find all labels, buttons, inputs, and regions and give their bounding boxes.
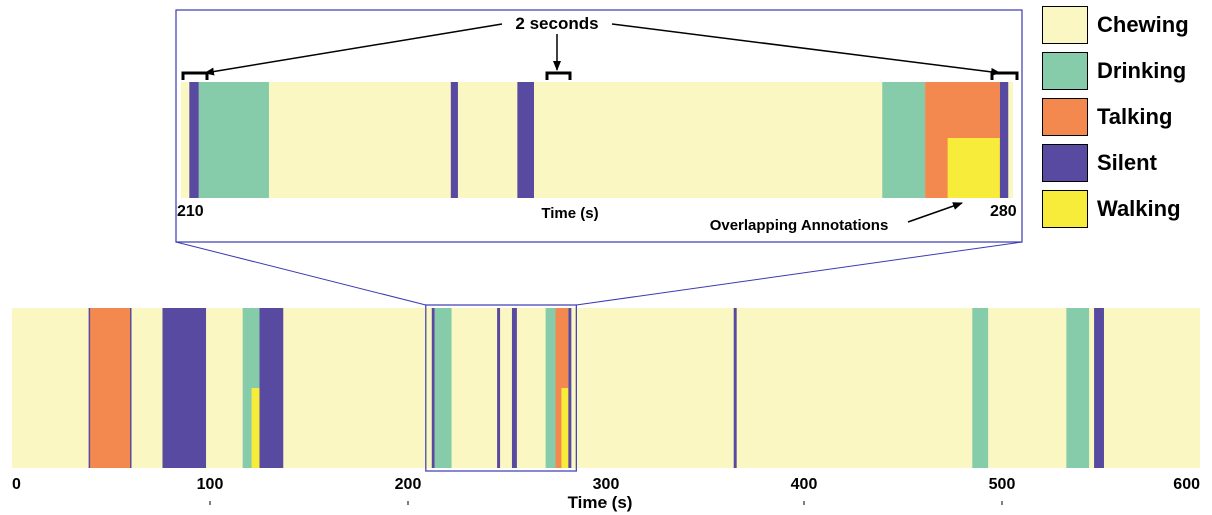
segment-drinking [434,308,452,468]
inset-tick-label-right: 280 [990,203,1017,220]
main-timeline: 0 100 200 300 400 500 600 Time (s) [12,304,1200,512]
x-tick-label: 200 [395,476,422,493]
segment-silent [497,308,501,468]
inset-segment-silent [999,82,1009,198]
two-second-bracket [545,71,572,80]
main-background-chewing [12,308,1200,468]
legend-swatch-walking [1042,190,1088,228]
segment-silent [130,308,132,468]
segment-talking [89,308,131,468]
x-tick-label: 0 [12,476,21,493]
x-tick-label: 100 [197,476,224,493]
annotation-arrow [611,23,1001,76]
legend: Chewing Drinking Talking Silent Walking [1042,6,1210,236]
main-x-axis-label: Time (s) [568,493,633,512]
legend-swatch-silent [1042,144,1088,182]
two-second-bracket [990,71,1019,80]
segment-silent [1094,308,1104,468]
legend-label-silent: Silent [1097,150,1157,175]
legend-swatch-drinking [1042,52,1088,90]
inset-segment-silent [450,82,458,198]
annotation-arrow [907,202,963,223]
segment-walking [251,388,260,468]
segment-silent [162,308,207,468]
legend-label-drinking: Drinking [1097,58,1187,83]
legend-item-walking: Walking [1042,190,1210,236]
segment-silent [259,308,284,468]
segment-silent [733,308,737,468]
inset-segment-walking [947,138,1000,198]
zoom-window [425,304,577,472]
legend-item-chewing: Chewing [1042,6,1210,52]
legend-item-talking: Talking [1042,98,1210,144]
x-tick-label: 300 [593,476,620,493]
two-seconds-annotation: 2 seconds [515,14,598,33]
inset-timeline: 210 280 Time (s) 2 seconds Overlapping A… [175,9,1023,243]
segment-drinking [1066,308,1090,468]
annotation-arrow [204,23,503,76]
segment-silent [568,308,572,468]
inset-segment-drinking [882,82,926,198]
x-tick-label: 600 [1173,476,1200,493]
inset-background-chewing [181,82,1013,198]
inset-segment-drinking [198,82,269,198]
x-tick-label: 400 [791,476,818,493]
legend-label-chewing: Chewing [1097,12,1189,37]
segment-drinking [972,308,989,468]
inset-segment-silent [517,82,535,198]
segment-walking [561,388,569,468]
inset-segment-silent [189,82,199,198]
two-second-bracket [181,71,209,80]
legend-item-drinking: Drinking [1042,52,1210,98]
zoom-connector-left [175,241,426,306]
legend-item-silent: Silent [1042,144,1210,190]
inset-x-axis-label: Time (s) [541,205,598,222]
legend-label-walking: Walking [1097,196,1181,221]
segment-silent [88,308,91,468]
segment-silent [431,308,435,468]
inset-tick-label-left: 210 [177,203,204,220]
legend-label-talking: Talking [1097,104,1173,129]
legend-swatch-chewing [1042,6,1088,44]
segment-silent [511,308,517,468]
legend-swatch-talking [1042,98,1088,136]
zoom-connector-right [576,241,1023,306]
segment-drinking [545,308,556,468]
x-tick-label: 500 [989,476,1016,493]
overlapping-annotations-label: Overlapping Annotations [710,217,889,234]
